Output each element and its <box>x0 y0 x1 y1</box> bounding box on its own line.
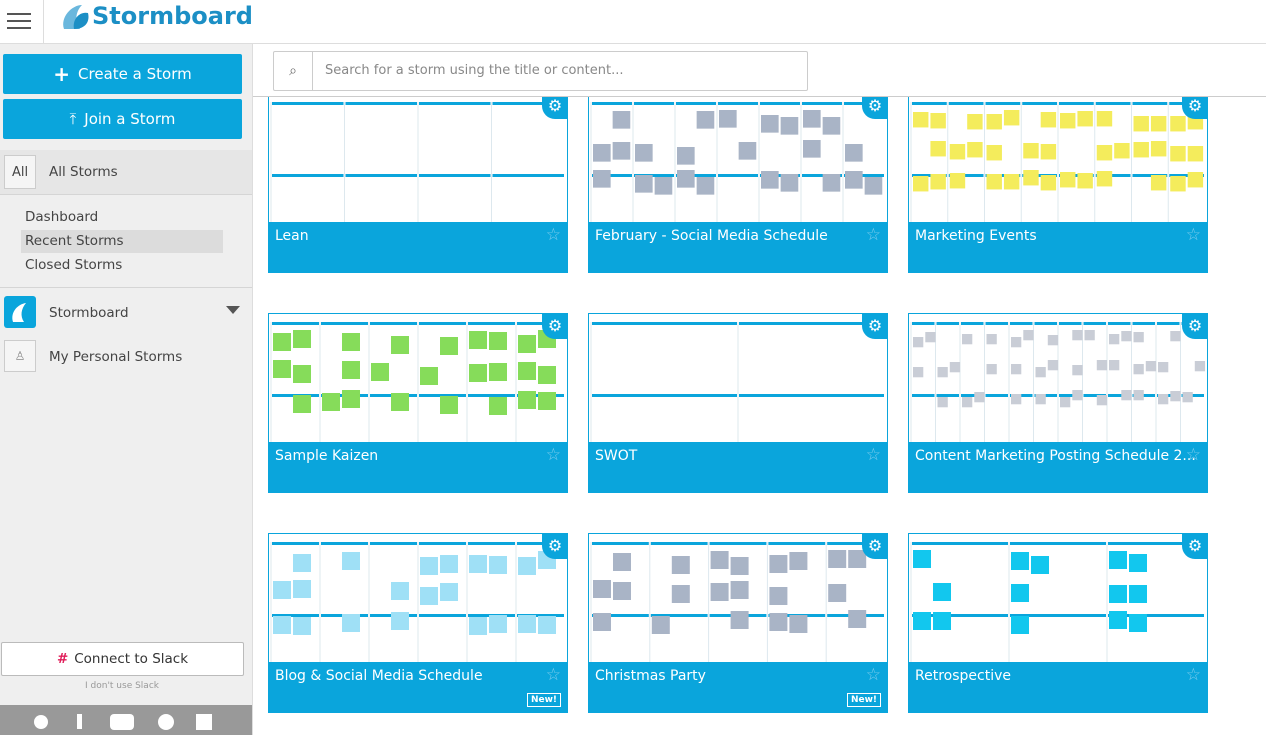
title-band: Content Marketing Posting Schedule 2... ☆ <box>909 442 1207 492</box>
favorite-star[interactable]: ☆ <box>865 225 881 245</box>
logo-text: Stormboard <box>92 2 253 30</box>
org-name[interactable]: My Personal Storms <box>49 349 183 365</box>
storm-thumbnail <box>590 102 884 222</box>
all-badge: All <box>4 155 36 189</box>
storm-thumbnail <box>270 542 564 662</box>
no-slack-link[interactable]: I don't use Slack <box>85 681 159 691</box>
storm-title: Retrospective <box>915 668 1011 684</box>
storm-title: Blog & Social Media Schedule <box>275 668 483 684</box>
favorite-star[interactable]: ☆ <box>545 225 561 245</box>
settings-gear[interactable]: ⚙ <box>542 533 568 559</box>
create-button[interactable]: + Create a Storm <box>3 54 242 94</box>
favorite-star[interactable]: ☆ <box>1185 225 1201 245</box>
favorite-star[interactable]: ☆ <box>865 445 881 465</box>
storm-thumbnail <box>910 322 1206 442</box>
storm-title: Christmas Party <box>595 668 706 684</box>
all-storms: All Storms <box>49 164 118 180</box>
nav-link[interactable]: Recent Storms <box>25 233 124 249</box>
selected-highlight <box>21 230 223 253</box>
storm-card[interactable]: ⚙ Retrospective ☆ <box>908 533 1208 713</box>
title-band: Retrospective ☆ <box>909 662 1207 712</box>
org-icon <box>4 296 36 328</box>
slack-button[interactable]: # Connect to Slack <box>1 642 244 676</box>
title-band: February - Social Media Schedule ☆ <box>589 222 887 272</box>
search-input[interactable]: ⌕ Search for a storm using the title or … <box>273 51 808 91</box>
title-band: Lean ☆ <box>269 222 567 272</box>
settings-gear[interactable]: ⚙ <box>542 313 568 339</box>
storm-card[interactable]: ⚙ February - Social Media Schedule ☆ <box>588 97 888 273</box>
logo-icon <box>63 5 89 29</box>
social-footer <box>0 705 252 735</box>
title-band: Marketing Events ☆ <box>909 222 1207 272</box>
personal-icon: ♙ <box>4 340 36 372</box>
settings-gear[interactable]: ⚙ <box>1182 313 1208 339</box>
top-bar: Stormboard <box>0 0 1266 44</box>
storm-card[interactable]: ⚙ Sample Kaizen ☆ <box>268 313 568 493</box>
favorite-star[interactable]: ☆ <box>1185 445 1201 465</box>
title-band: Sample Kaizen ☆ <box>269 442 567 492</box>
favorite-star[interactable]: ☆ <box>865 665 881 685</box>
settings-gear[interactable]: ⚙ <box>862 97 888 119</box>
title-band: Blog & Social Media Schedule ☆ New! <box>269 662 567 712</box>
storm-card[interactable]: ⚙ Blog & Social Media Schedule ☆ New! <box>268 533 568 713</box>
storm-card[interactable]: ⚙ SWOT ☆ <box>588 313 888 493</box>
storm-title: Lean <box>275 228 309 244</box>
menu-icon[interactable] <box>6 12 32 30</box>
settings-gear[interactable]: ⚙ <box>542 97 568 119</box>
favorite-star[interactable]: ☆ <box>545 665 561 685</box>
all-storms-row[interactable]: All All Storms <box>0 150 252 195</box>
storm-card[interactable]: ⚙ Content Marketing Posting Schedule 2...… <box>908 313 1208 493</box>
storm-title: February - Social Media Schedule <box>595 228 828 244</box>
search-placeholder: Search for a storm using the title or co… <box>325 63 624 78</box>
storm-thumbnail <box>270 102 564 222</box>
title-band: Christmas Party ☆ New! <box>589 662 887 712</box>
nav-link[interactable]: Dashboard <box>25 209 99 225</box>
settings-gear[interactable]: ⚙ <box>1182 97 1208 119</box>
join-label: Join a Storm <box>84 110 176 128</box>
dropdown-arrow[interactable] <box>226 306 240 314</box>
create-label: Create a Storm <box>78 65 192 83</box>
storm-thumbnail <box>270 322 564 442</box>
join-button[interactable]: ⤒ Join a Storm <box>3 99 242 139</box>
settings-gear[interactable]: ⚙ <box>1182 533 1208 559</box>
org-name[interactable]: Stormboard <box>49 305 129 321</box>
nav-link[interactable]: Closed Storms <box>25 257 123 273</box>
storm-thumbnail <box>590 542 884 662</box>
favorite-star[interactable]: ☆ <box>545 445 561 465</box>
storm-title: Sample Kaizen <box>275 448 379 464</box>
storm-title: Marketing Events <box>915 228 1037 244</box>
storm-card[interactable]: ⚙ Marketing Events ☆ <box>908 97 1208 273</box>
title-band: SWOT ☆ <box>589 442 887 492</box>
sidebar: + Create a Storm ⤒ Join a Storm All All St… <box>0 44 253 735</box>
settings-gear[interactable]: ⚙ <box>862 533 888 559</box>
new-badge: New! <box>526 693 561 707</box>
slack-label: Connect to Slack <box>74 651 189 667</box>
favorite-star[interactable]: ☆ <box>1185 665 1201 685</box>
storm-card[interactable]: ⚙ Lean ☆ <box>268 97 568 273</box>
storm-card[interactable]: ⚙ Christmas Party ☆ New! <box>588 533 888 713</box>
search-area: ⌕ Search for a storm using the title or … <box>253 44 1266 97</box>
storm-thumbnail <box>910 102 1204 222</box>
new-badge: New! <box>846 693 881 707</box>
storm-thumbnail <box>590 322 884 442</box>
storm-grid: ⚙ Lean ☆ ⚙ February - Social Media Schedule ☆… <box>253 97 1266 735</box>
storm-title: SWOT <box>595 448 638 464</box>
storm-title: Content Marketing Posting Schedule 2... <box>915 448 1196 464</box>
settings-gear[interactable]: ⚙ <box>862 313 888 339</box>
storm-thumbnail <box>910 542 1204 662</box>
